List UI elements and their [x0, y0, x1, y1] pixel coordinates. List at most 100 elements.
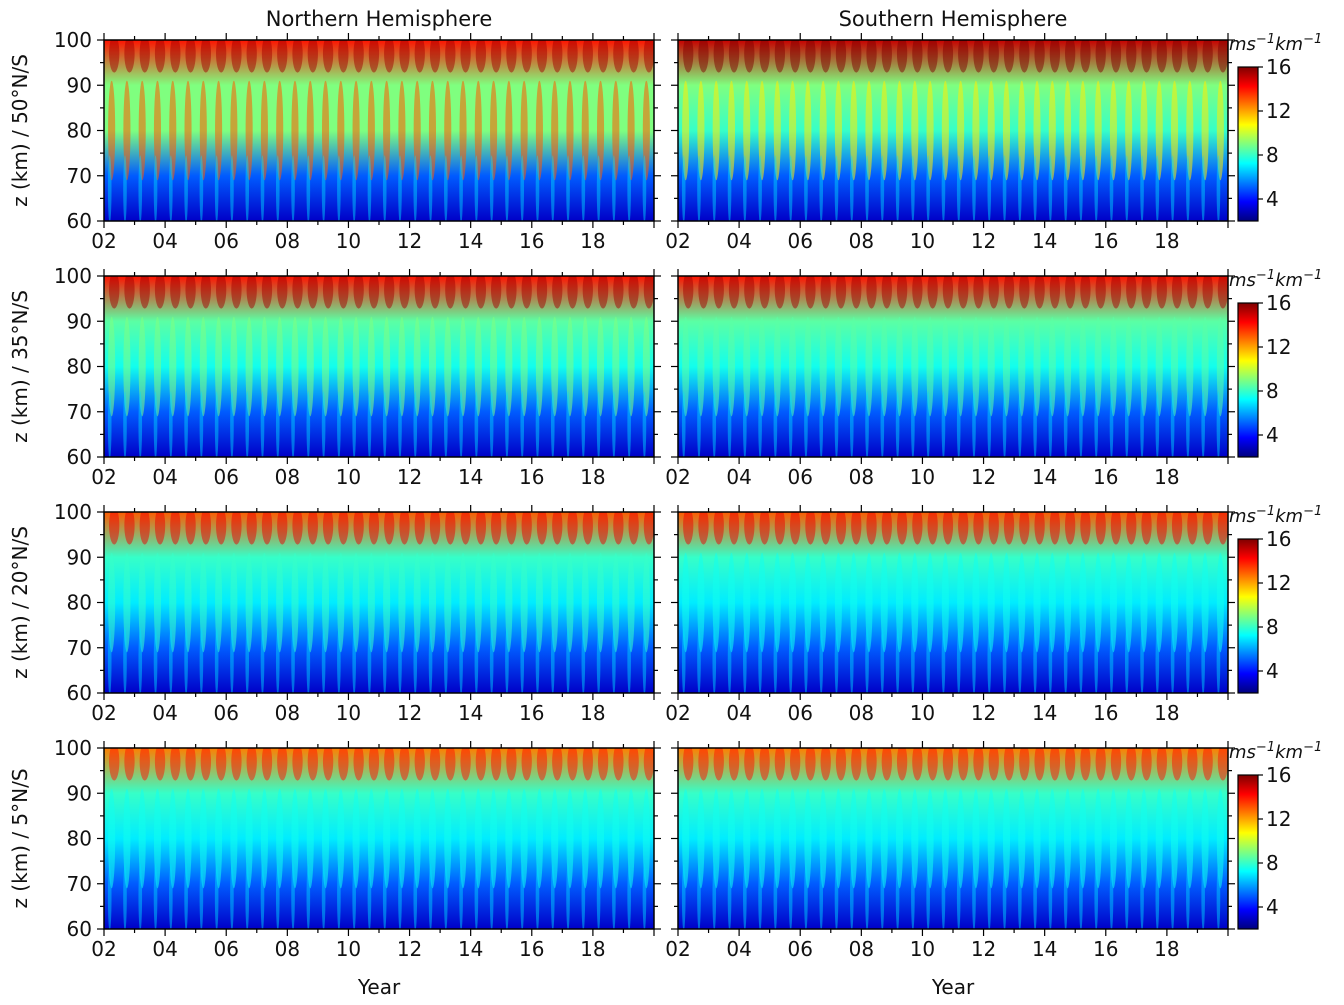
seasonal-streak	[398, 155, 402, 221]
seasonal-streak	[581, 788, 589, 889]
seasonal-streak	[489, 627, 494, 693]
seasonal-streak	[895, 788, 904, 889]
seasonal-streak	[398, 788, 406, 889]
colorbar-unit-part: −1	[1256, 504, 1275, 519]
seasonal-streak	[428, 80, 437, 181]
seasonal-streak	[941, 627, 946, 693]
seasonal-streak	[612, 627, 616, 693]
seasonal-streak	[1033, 788, 1041, 889]
seasonal-streak	[260, 788, 268, 889]
seasonal-streak	[972, 155, 976, 221]
seasonal-streak	[368, 276, 380, 309]
y-tick-label: 60	[67, 445, 92, 469]
seasonal-streak	[184, 80, 192, 181]
seasonal-streak	[1049, 276, 1061, 309]
seasonal-streak	[1170, 863, 1175, 929]
seasonal-streak	[627, 391, 631, 457]
seasonal-streak	[138, 552, 146, 653]
seasonal-streak	[1201, 391, 1205, 457]
seasonal-streak	[819, 788, 827, 889]
heatmap-field	[678, 40, 1228, 221]
seasonal-streak	[170, 40, 181, 73]
seasonal-streak	[230, 316, 238, 417]
colorbar-tick-label: 8	[1266, 379, 1279, 403]
seasonal-streak	[1126, 40, 1137, 73]
seasonal-streak	[444, 627, 448, 693]
seasonal-streak	[682, 80, 690, 181]
seasonal-streak	[712, 155, 717, 221]
seasonal-streak	[520, 627, 525, 693]
seasonal-streak	[1201, 863, 1205, 929]
seasonal-streak	[444, 552, 452, 653]
seasonal-streak	[245, 627, 250, 693]
seasonal-streak	[1110, 748, 1122, 781]
seasonal-streak	[759, 512, 770, 545]
seasonal-streak	[1202, 748, 1213, 781]
x-tick-label: 10	[910, 465, 935, 489]
seasonal-streak	[804, 788, 812, 889]
seasonal-streak	[1156, 512, 1167, 545]
seasonal-streak	[444, 316, 452, 417]
seasonal-streak	[520, 391, 525, 457]
seasonal-streak	[475, 276, 487, 309]
colorbar-unit-part: ms	[1229, 742, 1256, 763]
seasonal-streak	[382, 863, 387, 929]
seasonal-streak	[291, 627, 295, 693]
seasonal-streak	[1216, 627, 1221, 693]
seasonal-streak	[1018, 863, 1022, 929]
seasonal-streak	[681, 863, 686, 929]
seasonal-streak	[1110, 276, 1122, 309]
x-tick-label: 16	[1093, 937, 1118, 961]
seasonal-streak	[911, 627, 915, 693]
seasonal-streak	[727, 627, 732, 693]
seasonal-streak	[139, 40, 150, 73]
colorbar-tick-label: 4	[1266, 659, 1279, 683]
seasonal-streak	[185, 512, 196, 545]
seasonal-streak	[1140, 788, 1148, 889]
seasonal-streak	[713, 512, 724, 545]
seasonal-streak	[1216, 552, 1224, 653]
seasonal-streak	[820, 748, 831, 781]
seasonal-streak	[306, 552, 314, 653]
seasonal-streak	[1018, 316, 1026, 417]
seasonal-streak	[474, 391, 479, 457]
seasonal-streak	[214, 627, 219, 693]
seasonal-streak	[1155, 155, 1160, 221]
seasonal-streak	[942, 512, 954, 545]
seasonal-streak	[138, 80, 146, 181]
seasonal-streak	[581, 863, 586, 929]
seasonal-streak	[1140, 316, 1148, 417]
seasonal-streak	[613, 40, 624, 73]
seasonal-streak	[1048, 788, 1056, 889]
seasonal-streak	[1125, 80, 1133, 181]
seasonal-streak	[972, 552, 980, 653]
seasonal-streak	[834, 552, 842, 653]
x-tick-label: 18	[1154, 465, 1179, 489]
seasonal-streak	[597, 276, 609, 309]
y-tick-label: 90	[67, 545, 92, 569]
seasonal-streak	[215, 80, 223, 181]
x-tick-label: 06	[213, 229, 238, 253]
seasonal-streak	[643, 512, 654, 545]
seasonal-streak	[459, 863, 463, 929]
seasonal-streak	[727, 552, 736, 653]
seasonal-streak	[291, 155, 295, 221]
seasonal-streak	[988, 748, 999, 781]
seasonal-streak	[927, 276, 938, 309]
seasonal-streak	[215, 316, 223, 417]
seasonal-streak	[596, 391, 601, 457]
seasonal-streak	[865, 155, 869, 221]
seasonal-streak	[628, 748, 639, 781]
seasonal-streak	[1049, 748, 1061, 781]
seasonal-streak	[683, 40, 694, 73]
seasonal-streak	[1064, 788, 1072, 889]
seasonal-streak	[445, 40, 456, 73]
seasonal-streak	[911, 391, 915, 457]
seasonal-streak	[834, 391, 839, 457]
colorbar-unit-part: −1	[1256, 268, 1275, 283]
seasonal-streak	[1095, 512, 1106, 545]
seasonal-streak	[987, 316, 995, 417]
seasonal-streak	[1217, 40, 1228, 73]
x-tick-label: 02	[665, 229, 690, 253]
